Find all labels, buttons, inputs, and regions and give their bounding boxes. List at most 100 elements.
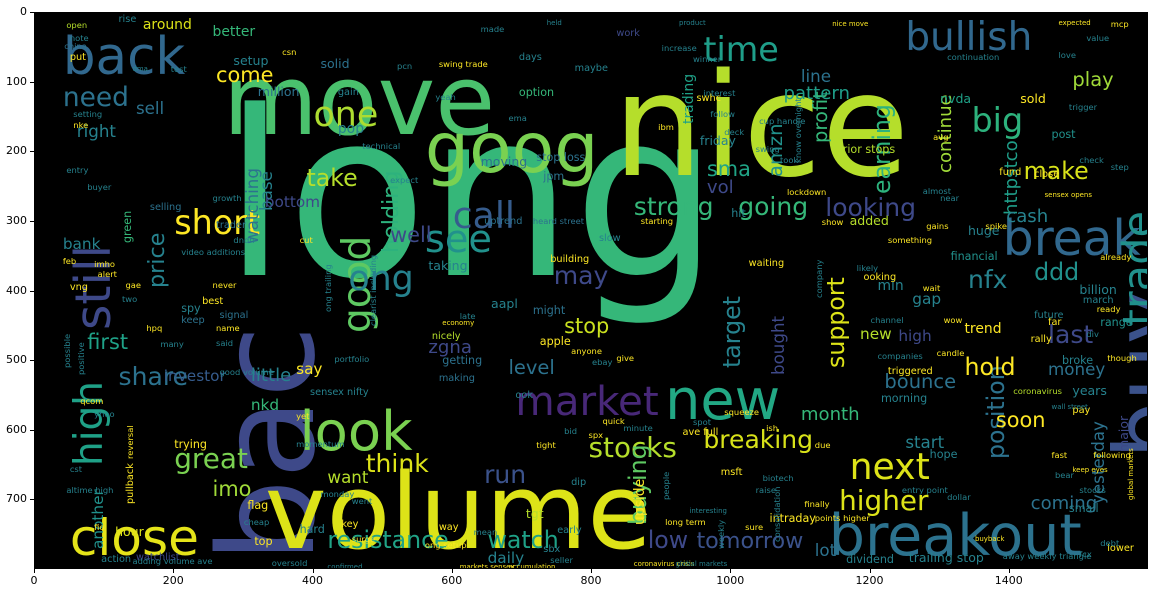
- y-tick-label: 600: [6, 422, 27, 436]
- word-might: might: [532, 304, 566, 317]
- word-people: people: [660, 472, 671, 501]
- word-selling: selling: [149, 202, 182, 214]
- word-note: note: [69, 32, 89, 43]
- y-tick-mark: [30, 360, 34, 362]
- word-close: close: [69, 508, 199, 568]
- word-technical: technical: [362, 140, 401, 151]
- word-support: support: [822, 277, 851, 369]
- word-march: march: [1082, 294, 1114, 306]
- word-confirmed: confirmed: [327, 563, 363, 569]
- word-dollar: dollar: [947, 492, 971, 503]
- word-big: big: [971, 101, 1024, 141]
- word-making: making: [438, 372, 475, 384]
- word-wait: wait: [922, 283, 941, 294]
- word-close: close: [1034, 168, 1060, 180]
- word-msft: msft: [720, 466, 743, 478]
- word-ddd: ddd: [1034, 257, 1080, 286]
- word-companies: companies: [877, 350, 923, 361]
- word-bullish: bullish: [905, 15, 1033, 61]
- y-tick-label: 500: [6, 353, 27, 367]
- word-bid: bid: [564, 426, 578, 437]
- word-seller: seller: [550, 554, 573, 565]
- y-tick-mark: [30, 151, 34, 153]
- word-trader: trader: [216, 219, 246, 231]
- word-ave-full: ave full: [682, 427, 719, 439]
- word-deck: deck: [724, 126, 745, 137]
- word-goog: goog: [424, 107, 599, 189]
- word-higher: higher: [839, 484, 929, 518]
- word-ook: ook: [515, 390, 533, 402]
- word-swing: swing: [755, 144, 780, 155]
- word-keep-eyes: keep eyes: [1072, 465, 1108, 474]
- word-lower: lower: [1107, 543, 1134, 555]
- word-apple: apple: [539, 335, 571, 349]
- word-trade: trade: [1113, 211, 1148, 327]
- word-accumulation: accumulation: [508, 563, 556, 569]
- word-setup: setup: [233, 52, 269, 68]
- word-entry: entry: [66, 165, 89, 176]
- word-range: range: [1100, 315, 1133, 329]
- word-csn: csn: [282, 46, 297, 57]
- word-ong-trailing: ong trailing: [322, 264, 333, 313]
- word-value: value: [1086, 32, 1110, 43]
- word-keep: keep: [181, 314, 205, 326]
- word-step: step: [1110, 161, 1129, 172]
- word-follow: follow: [710, 109, 735, 120]
- word-yet: yet: [296, 410, 310, 421]
- word-post: post: [1051, 127, 1076, 141]
- x-tick-label: 600: [441, 574, 463, 587]
- word-spx: spx: [588, 429, 604, 440]
- word-coronavirus: coronavirus: [1013, 386, 1062, 397]
- word-around: around: [142, 16, 192, 33]
- word-cup-handle: cup handle: [759, 116, 806, 127]
- word-need: need: [62, 81, 129, 113]
- word-anyone: anyone: [571, 346, 602, 357]
- word-nice: nice: [612, 43, 910, 210]
- word-never: never: [212, 279, 237, 290]
- word-reversal: reversal: [124, 424, 135, 459]
- word-market: market: [515, 378, 659, 426]
- word-finally: finally: [804, 499, 830, 510]
- word-interest: interest: [703, 88, 736, 99]
- word-show: show: [821, 217, 844, 228]
- y-tick-mark: [30, 81, 34, 83]
- word-hour: hour: [115, 523, 144, 539]
- word-aapl: aapl: [491, 296, 518, 312]
- y-tick-mark: [30, 290, 34, 292]
- word-raise: raise: [755, 485, 776, 496]
- word-right: right: [76, 120, 116, 141]
- word-best: best: [202, 296, 224, 308]
- word-million: million: [257, 83, 300, 99]
- x-tick-mark: [34, 569, 35, 573]
- word-yhoo: yhoo: [94, 408, 115, 419]
- word-hpq: hpq: [146, 323, 163, 334]
- word-trigger: trigger: [1068, 102, 1098, 113]
- word-prior-stops: prior stops: [835, 143, 896, 157]
- word-global-markets: global markets: [675, 559, 728, 568]
- word-new: new: [665, 367, 781, 433]
- word-though: though: [1107, 353, 1137, 364]
- word-sure: sure: [745, 521, 764, 532]
- word-adding-volume-ave: adding volume ave: [132, 556, 213, 567]
- word-huge: huge: [967, 223, 1000, 239]
- word-dma: dma: [132, 65, 148, 74]
- word-intraday: intraday: [769, 512, 816, 526]
- word-broke: broke: [1061, 354, 1094, 368]
- word-ish: ish: [766, 422, 779, 433]
- word-swing-trade: swing trade: [438, 59, 488, 70]
- word-strong: strong: [633, 191, 714, 221]
- word-looking: looking: [825, 192, 917, 222]
- x-tick-mark: [730, 569, 732, 573]
- y-tick-label: 0: [20, 5, 27, 18]
- word-sell: sell: [135, 97, 165, 118]
- word-small: small: [1068, 502, 1099, 516]
- word-taking: taking: [428, 257, 468, 273]
- y-tick-label: 700: [6, 492, 27, 506]
- word-gae: gae: [125, 279, 142, 290]
- word-due: due: [814, 440, 831, 451]
- word-nice-move: nice move: [832, 20, 869, 28]
- x-tick-label: 1400: [994, 574, 1023, 587]
- word-company: company: [813, 259, 824, 299]
- word-sma: sma: [706, 156, 751, 181]
- word-early: early: [557, 524, 582, 536]
